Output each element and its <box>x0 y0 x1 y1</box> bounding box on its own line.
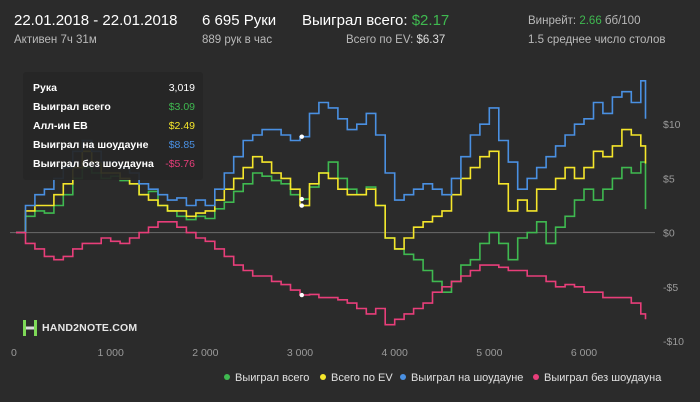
legend-item-non-showdown[interactable]: Выиграл без шоудауна <box>533 372 661 384</box>
legend-label: Выиграл на шоудауне <box>411 372 524 384</box>
legend-dot <box>224 374 230 380</box>
hover-marker <box>299 203 304 208</box>
chart-ticks: $10 $5 $0 -$5 -$10 0 1 000 2 000 3 000 4 000 5 000… <box>11 119 684 359</box>
y-tick-label: $5 <box>663 173 675 185</box>
tooltip-value: $8.85 <box>168 139 195 151</box>
tooltip-row-won: Выиграл всего $3.09 <box>33 101 195 119</box>
winrate-unit: бб/100 <box>604 15 641 27</box>
y-tick-label: $0 <box>663 228 675 240</box>
tooltip-label: Рука <box>33 82 57 94</box>
legend-item-showdown[interactable]: Выиграл на шоудауне <box>400 372 523 384</box>
won-total-label: Выиграл всего: <box>302 12 408 29</box>
series-line-non-showdown <box>16 221 647 326</box>
x-tick-label: 2 000 <box>192 347 218 359</box>
ev-total-label: Всего по EV: <box>346 34 414 46</box>
legend-dot <box>533 374 539 380</box>
x-tick-label: 0 <box>11 347 17 359</box>
tooltip-row-allin-ev: Алл-ин ЕВ $2.49 <box>33 120 195 138</box>
x-tick-label: 3 000 <box>287 347 313 359</box>
hands-count: 6 695 Руки <box>202 12 277 29</box>
chart-markers <box>299 134 304 298</box>
tooltip-value: -$5.76 <box>165 158 195 170</box>
series-line-ev <box>16 128 647 250</box>
chart-legend: Выиграл всего Всего по EV Выиграл на шоу… <box>0 372 700 388</box>
hover-marker <box>299 196 304 202</box>
tooltip-value: $2.49 <box>168 120 195 132</box>
tooltip-value: 3,019 <box>168 82 195 94</box>
won-total-value: $2.17 <box>411 12 450 29</box>
legend-item-ev[interactable]: Всего по EV <box>320 372 393 384</box>
hover-marker <box>299 292 304 298</box>
hands-per-hour: 889 рук в час <box>202 34 273 46</box>
legend-item-won[interactable]: Выиграл всего <box>224 372 309 384</box>
tooltip-label: Выиграл на шоудауне <box>33 139 149 151</box>
winrate-value: 2.66 <box>579 15 602 27</box>
x-tick-label: 1 000 <box>98 347 124 359</box>
logo-icon <box>23 320 37 336</box>
x-tick-label: 6 000 <box>571 347 597 359</box>
legend-label: Выиграл без шоудауна <box>544 372 662 384</box>
winrate: Винрейт: 2.66 бб/100 <box>528 15 640 27</box>
y-tick-label: -$10 <box>663 336 684 348</box>
avg-tables: 1.5 среднее число столов <box>528 34 666 46</box>
y-tick-label: -$5 <box>663 282 678 294</box>
x-tick-label: 4 000 <box>382 347 408 359</box>
tooltip-label: Выиграл всего <box>33 101 111 113</box>
x-tick-label: 5 000 <box>476 347 502 359</box>
tooltip-row-hand: Рука 3,019 <box>33 82 195 100</box>
hover-tooltip: Рука 3,019 Выиграл всего $3.09 Алл-ин ЕВ… <box>23 72 203 180</box>
legend-label: Выиграл всего <box>235 372 310 384</box>
y-tick-label: $10 <box>663 119 681 131</box>
winrate-label: Винрейт: <box>528 15 577 27</box>
series-line-won <box>16 161 647 293</box>
ev-total: Всего по EV: $6.37 <box>346 34 445 46</box>
hover-marker <box>299 134 304 139</box>
ev-total-value: $6.37 <box>416 34 446 46</box>
active-time: Активен 7ч 31м <box>14 34 97 46</box>
won-total: Выиграл всего: $2.17 <box>302 12 449 29</box>
legend-dot <box>320 374 326 380</box>
tooltip-label: Выиграл без шоудауна <box>33 158 154 170</box>
date-range: 22.01.2018 - 22.01.2018 <box>14 12 178 29</box>
legend-dot <box>400 374 406 380</box>
legend-label: Всего по EV <box>331 372 393 384</box>
tooltip-row-showdown: Выиграл на шоудауне $8.85 <box>33 139 195 157</box>
logo-text: HAND2NOTE.COM <box>42 322 138 334</box>
tooltip-label: Алл-ин ЕВ <box>33 120 88 132</box>
tooltip-row-non-showdown: Выиграл без шоудауна -$5.76 <box>33 158 195 176</box>
tooltip-value: $3.09 <box>168 101 195 113</box>
